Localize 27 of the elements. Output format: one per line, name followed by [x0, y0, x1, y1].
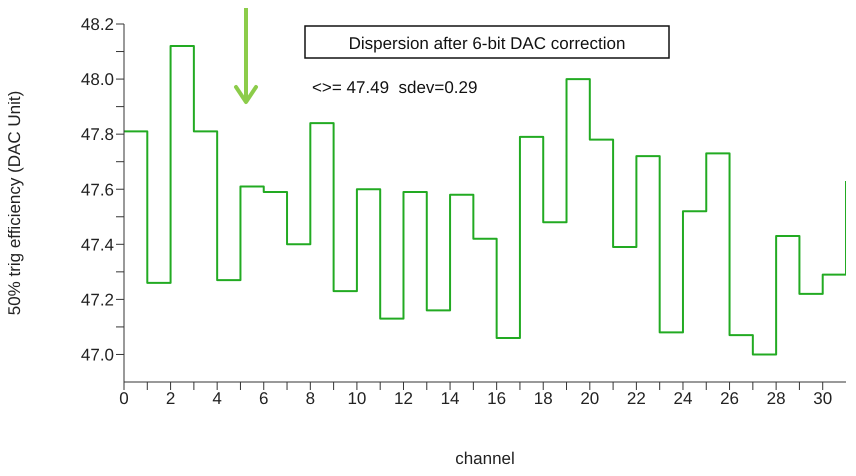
- x-tick-label: 16: [487, 389, 506, 408]
- y-axis-title: 50% trig efficiency (DAC Unit): [5, 90, 24, 316]
- x-axis-title: channel: [455, 449, 515, 468]
- x-tick-label: 0: [119, 389, 129, 408]
- x-tick-label: 26: [720, 389, 740, 408]
- y-tick-label: 47.8: [80, 125, 114, 144]
- x-tick-label: 14: [440, 389, 460, 408]
- annotation: <>= 47.49 sdev=0.29: [312, 78, 478, 97]
- y-tick-label: 47.0: [80, 345, 114, 364]
- x-tick-label: 20: [580, 389, 600, 408]
- y-tick-label: 47.4: [80, 235, 114, 254]
- y-tick-label: 48.0: [80, 70, 114, 90]
- text: Dispersion after 6-bit DAC correction: [348, 34, 626, 53]
- x-tick-label: 22: [626, 389, 646, 408]
- x-tick-label: 24: [674, 389, 692, 408]
- x-tick-label: 8: [306, 389, 316, 408]
- x-tick-label: 10: [347, 389, 366, 408]
- x-tick-label: 18: [534, 389, 553, 408]
- y-tick-label: 48.2: [80, 15, 114, 34]
- y-tick-label: 47.2: [80, 290, 114, 310]
- x-tick-label: 6: [259, 389, 268, 408]
- x-tick-label: 30: [813, 389, 832, 408]
- x-tick-label: 28: [766, 389, 786, 408]
- x-tick-label: 2: [166, 389, 176, 408]
- x-tick-label: 12: [394, 389, 413, 408]
- y-tick-label: 47.6: [80, 180, 114, 200]
- x-tick-label: 4: [212, 389, 222, 408]
